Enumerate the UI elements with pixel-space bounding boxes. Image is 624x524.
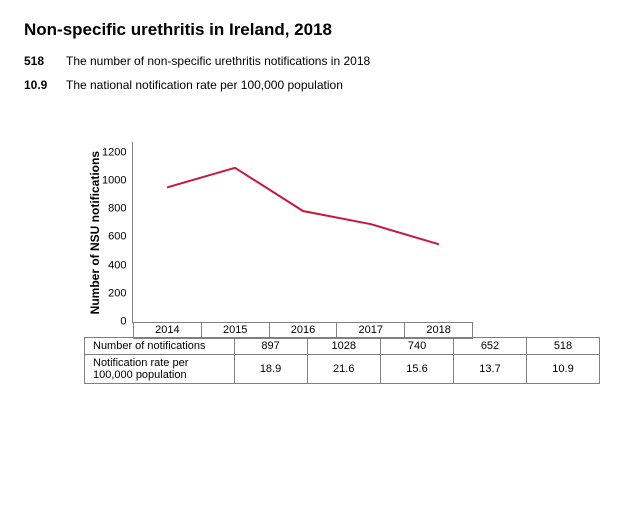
y-tick-label: 800 <box>108 204 126 215</box>
stat-row: 10.9 The national notification rate per … <box>24 78 600 92</box>
y-tick-label: 200 <box>108 288 126 299</box>
y-tick-label: 600 <box>108 232 126 243</box>
row-label: Number of notifications <box>85 338 235 355</box>
table-cell: 15.6 <box>381 355 454 384</box>
stat-value: 10.9 <box>24 78 66 92</box>
table-cell: 1028 <box>307 338 381 355</box>
y-tick-label: 0 <box>120 316 126 327</box>
stat-desc: The national notification rate per 100,0… <box>66 78 343 92</box>
table-row: Notification rate per 100,000 population… <box>85 355 600 384</box>
table-cell: 897 <box>234 338 307 355</box>
stat-value: 518 <box>24 54 66 68</box>
stat-row: 518 The number of non-specific urethriti… <box>24 54 600 68</box>
y-axis-label: Number of NSU notifications <box>84 151 102 314</box>
chart-block: Number of NSU notifications 1200 1000 800 6… <box>84 142 600 384</box>
line-series <box>167 168 439 245</box>
line-chart-svg <box>133 142 473 322</box>
plot-area <box>132 142 473 323</box>
table-cell: 21.6 <box>307 355 381 384</box>
y-tick-label: 1000 <box>102 176 126 187</box>
page-title: Non-specific urethritis in Ireland, 2018 <box>24 20 600 40</box>
table-cell: 13.7 <box>454 355 527 384</box>
row-label: Notification rate per 100,000 population <box>85 355 235 384</box>
data-table: Number of notifications8971028740652518N… <box>84 337 600 384</box>
table-cell: 740 <box>381 338 454 355</box>
table-row: Number of notifications8971028740652518 <box>85 338 600 355</box>
y-tick-label: 1200 <box>102 148 126 159</box>
chart-container: Number of NSU notifications 1200 1000 800 6… <box>84 142 600 323</box>
y-axis-ticks: 120010008006004002000 <box>102 142 132 322</box>
table-cell: 18.9 <box>234 355 307 384</box>
stat-desc: The number of non-specific urethritis no… <box>66 54 370 68</box>
y-tick-label: 400 <box>108 260 126 271</box>
table-cell: 652 <box>454 338 527 355</box>
table-cell: 518 <box>526 338 599 355</box>
table-cell: 10.9 <box>526 355 599 384</box>
